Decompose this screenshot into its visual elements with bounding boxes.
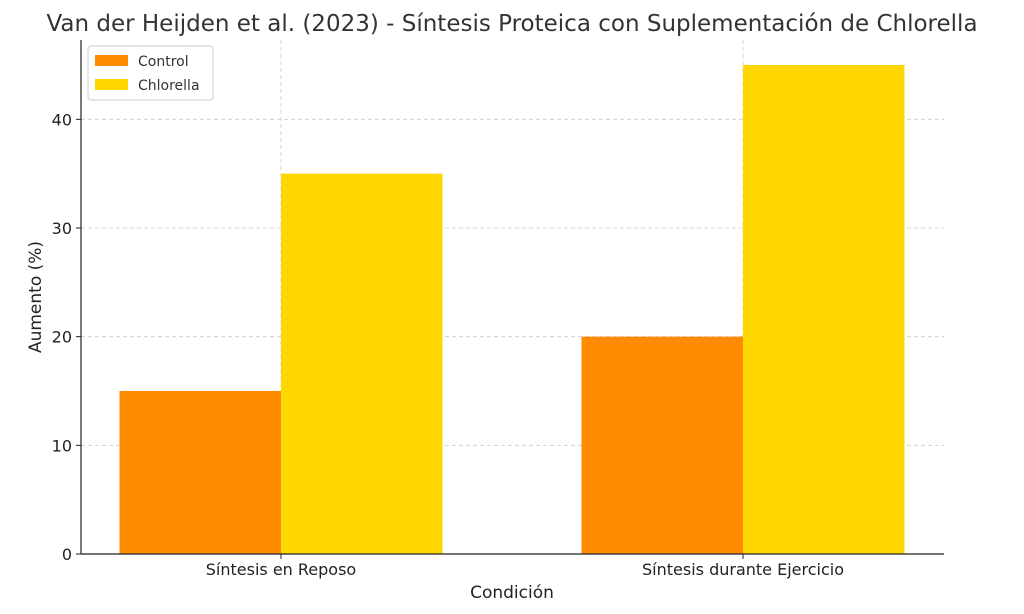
y-tick-label: 20: [52, 328, 72, 347]
x-ticks: Síntesis en Reposo Síntesis durante Ejerc…: [206, 554, 844, 579]
bars: [119, 64, 905, 555]
y-ticks: 0 10 20 30 40: [52, 110, 81, 564]
bar-chlorella-0: [281, 173, 443, 554]
bar-control-0: [119, 390, 281, 554]
legend-label-control: Control: [138, 54, 189, 70]
x-tick-label: Síntesis en Reposo: [206, 560, 356, 579]
x-tick-label: Síntesis durante Ejercicio: [642, 560, 844, 579]
y-axis-label: Aumento (%): [26, 241, 46, 353]
y-tick-label: 10: [52, 436, 72, 455]
legend-swatch-chlorella: [95, 79, 128, 90]
legend: Control Chlorella: [87, 45, 214, 101]
y-tick-label: 30: [52, 219, 72, 238]
legend-label-chlorella: Chlorella: [138, 78, 200, 94]
bar-chlorella-1: [743, 64, 905, 555]
x-axis-label: Condición: [470, 583, 554, 603]
bar-control-1: [581, 336, 743, 554]
chart-title: Van der Heijden et al. (2023) - Síntesis…: [46, 11, 977, 37]
y-tick-label: 40: [52, 110, 72, 129]
y-tick-label: 0: [62, 545, 72, 564]
legend-swatch-control: [95, 55, 128, 66]
